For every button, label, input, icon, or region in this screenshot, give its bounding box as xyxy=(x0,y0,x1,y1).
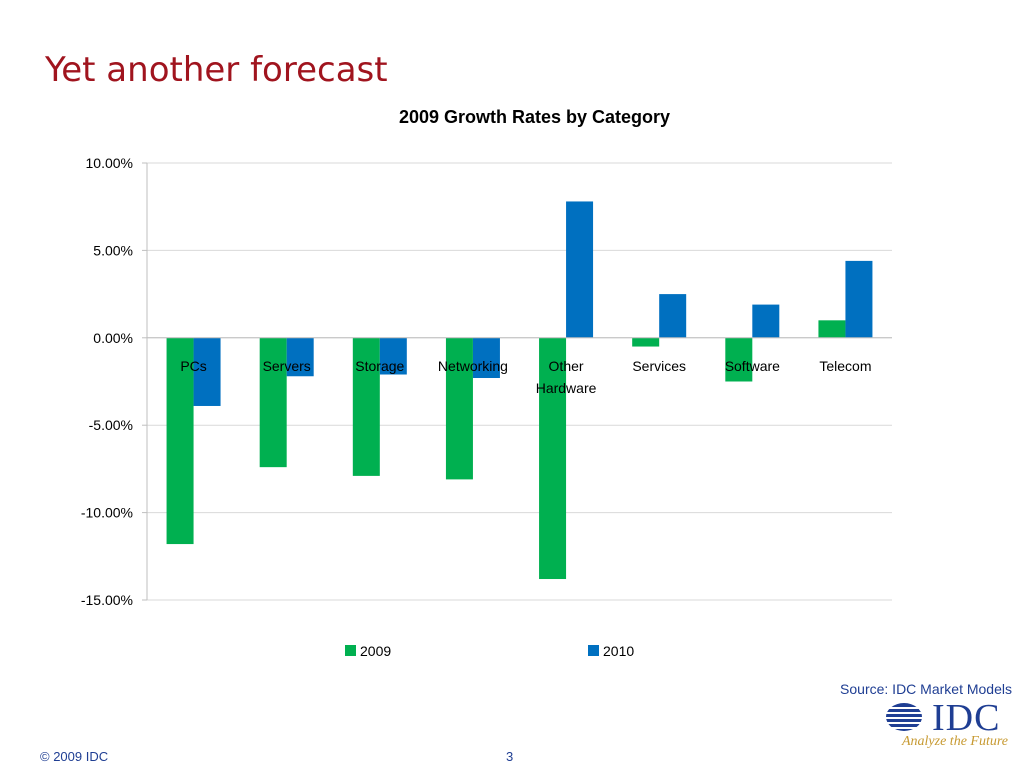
y-tick-label: 0.00% xyxy=(93,330,133,346)
slide-title: Yet another forecast xyxy=(45,50,388,90)
source-note: Source: IDC Market Models xyxy=(840,681,1012,697)
category-label: Telecom xyxy=(819,358,871,374)
bar-2010-networking xyxy=(472,337,500,379)
y-tick-label: -5.00% xyxy=(89,417,133,433)
bar-2009-storage xyxy=(352,337,380,476)
bar-2009-telecom xyxy=(818,320,846,338)
category-label: Other xyxy=(549,358,584,374)
category-label: Software xyxy=(725,358,780,374)
bar-2009-networking xyxy=(445,337,473,480)
bar-2010-other-hardware xyxy=(566,201,594,338)
y-tick-label: -15.00% xyxy=(81,592,133,608)
bar-2010-telecom xyxy=(845,260,873,338)
y-tick-label: 10.00% xyxy=(86,155,133,171)
category-label: Services xyxy=(632,358,686,374)
category-label: Hardware xyxy=(536,380,597,396)
globe-icon xyxy=(884,703,924,731)
bar-2009-other-hardware xyxy=(539,337,567,580)
category-label: Storage xyxy=(355,358,404,374)
legend-label-2009: 2009 xyxy=(360,643,391,659)
logo-wordmark: IDC xyxy=(932,697,1001,739)
bar-chart: 2009 Growth Rates by Category 10.00% 5.00%… xyxy=(81,107,892,659)
bar-2010-services xyxy=(659,294,687,338)
bar-2009-servers xyxy=(259,337,287,468)
bar-2009-software xyxy=(725,337,753,382)
y-tick-label: -10.00% xyxy=(81,505,133,521)
idc-logo: IDC Analyze the Future xyxy=(884,697,1014,754)
bar-2010-software xyxy=(752,304,780,338)
category-label: PCs xyxy=(180,358,206,374)
legend-swatch-2009 xyxy=(345,645,356,656)
y-tick-label: 5.00% xyxy=(93,242,133,258)
chart-title: 2009 Growth Rates by Category xyxy=(399,107,670,127)
legend-swatch-2010 xyxy=(588,645,599,656)
page-number: 3 xyxy=(506,749,514,764)
bar-2010-pcs xyxy=(193,337,221,406)
bar-2009-pcs xyxy=(166,337,194,545)
category-label: Networking xyxy=(438,358,508,374)
legend-label-2010: 2010 xyxy=(603,643,634,659)
logo-tagline: Analyze the Future xyxy=(901,734,1008,749)
category-label: Servers xyxy=(263,358,311,374)
bar-2010-storage xyxy=(379,337,407,375)
bar-2009-services xyxy=(632,337,660,347)
copyright: © 2009 IDC xyxy=(40,749,109,764)
bar-2010-servers xyxy=(286,337,314,377)
